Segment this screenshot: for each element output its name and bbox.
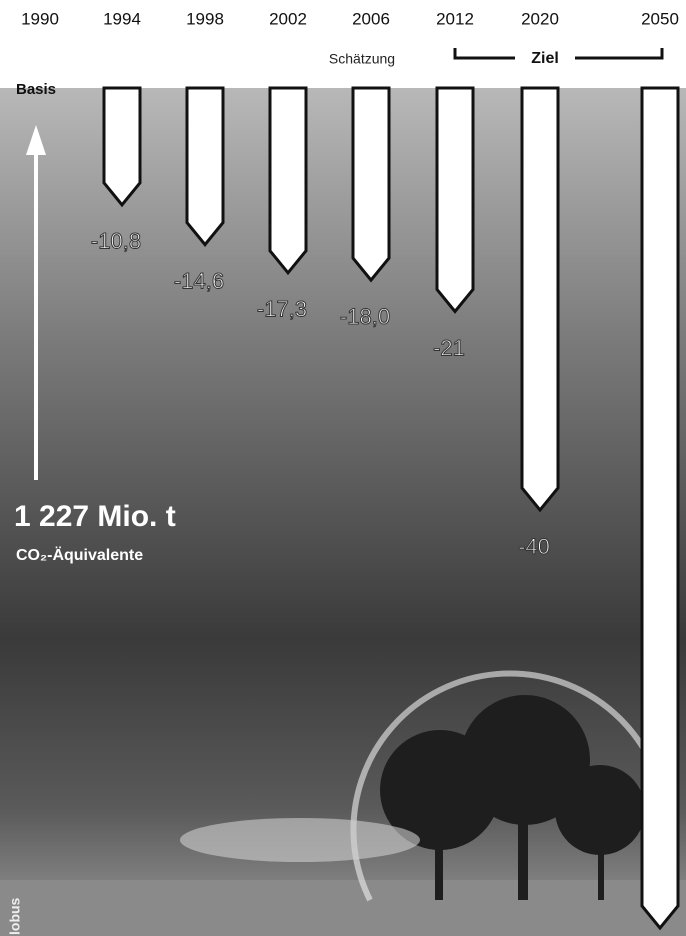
reduction-arrow — [642, 88, 678, 928]
value-label: -14,6 — [174, 268, 224, 293]
base-label: Basis — [16, 81, 56, 98]
chart: Basis 1 227 Mio. t CO₂-Äquivalente Schät… — [0, 0, 686, 936]
reduction-arrow — [104, 88, 140, 205]
x-tick-label: 1998 — [186, 9, 224, 28]
reduction-arrow — [522, 88, 558, 510]
base-amount: 1 227 Mio. t — [14, 500, 176, 533]
x-tick-label: 2012 — [436, 9, 474, 28]
value-label: -17,3 — [257, 297, 307, 322]
reduction-arrow — [187, 88, 223, 245]
reduction-arrow — [270, 88, 306, 273]
field — [0, 880, 686, 936]
source: lobus — [7, 897, 23, 935]
estimate-label: Schätzung — [329, 51, 395, 67]
value-label: -18,0 — [340, 304, 390, 329]
base-unit: CO₂-Äquivalente — [16, 546, 143, 564]
cloud — [180, 818, 420, 862]
x-tick-label: 2050 — [641, 9, 679, 28]
x-tick-label: 2002 — [269, 9, 307, 28]
target-label: Ziel — [531, 50, 559, 67]
x-tick-label: 2006 — [352, 9, 390, 28]
value-label: -10,8 — [91, 229, 141, 254]
value-label: -40 — [518, 534, 550, 559]
x-tick-label: 2020 — [521, 9, 559, 28]
x-tick-label: 1994 — [103, 9, 141, 28]
value-label: -21 — [433, 335, 465, 360]
reduction-arrow — [353, 88, 389, 280]
reduction-arrow — [437, 88, 473, 311]
x-tick-label: 1990 — [21, 9, 59, 28]
